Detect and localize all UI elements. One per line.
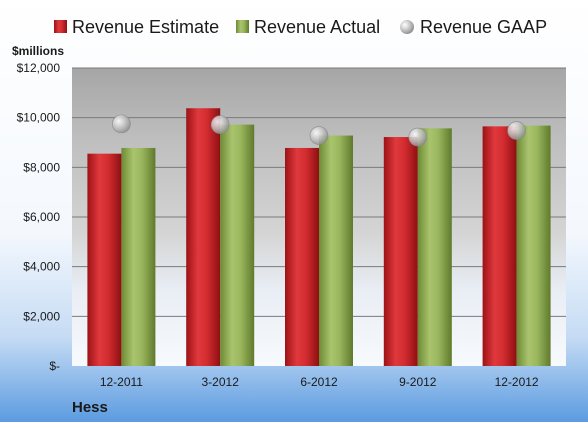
- bar-revenue-estimate: [87, 153, 122, 366]
- legend-swatch-actual: [236, 20, 249, 33]
- legend: Revenue Estimate Revenue Actual Revenue …: [54, 17, 547, 37]
- x-tick-label: 12-2011: [100, 375, 143, 389]
- y-axis-unit-label: $millions: [12, 44, 64, 58]
- x-axis-ticks: 12-2011 3-2012 6-2012 9-2012 12-2012: [100, 375, 539, 389]
- legend-marker-gaap: [400, 20, 414, 34]
- y-tick-label: $6,000: [23, 210, 60, 224]
- x-tick-label: 3-2012: [202, 375, 240, 389]
- legend-label-actual: Revenue Actual: [254, 17, 380, 37]
- bars: [87, 108, 551, 367]
- x-tick-label: 12-2012: [495, 375, 539, 389]
- y-tick-label: $2,000: [23, 309, 60, 323]
- legend-label-gaap: Revenue GAAP: [420, 17, 547, 37]
- x-tick-label: 9-2012: [399, 375, 437, 389]
- bar-revenue-estimate: [383, 137, 418, 366]
- company-label: Hess: [72, 399, 108, 416]
- bar-revenue-actual: [121, 147, 156, 366]
- y-tick-label: $12,000: [17, 61, 61, 75]
- bar-revenue-estimate: [482, 126, 517, 366]
- bar-revenue-actual: [319, 135, 353, 366]
- y-axis-ticks: $- $2,000 $4,000 $6,000 $8,000 $10,000 $12,000: [17, 61, 61, 373]
- point-revenue-gaap: [210, 115, 230, 134]
- bar-revenue-actual: [417, 128, 452, 366]
- legend-label-estimate: Revenue Estimate: [72, 17, 219, 37]
- gaap-points: [112, 114, 526, 147]
- point-revenue-gaap: [408, 127, 428, 147]
- y-tick-label: $4,000: [23, 260, 60, 274]
- legend-swatch-estimate: [54, 20, 67, 33]
- point-revenue-gaap: [112, 114, 131, 134]
- point-revenue-gaap: [507, 121, 526, 140]
- x-tick-label: 6-2012: [300, 375, 338, 389]
- bar-revenue-actual: [220, 124, 255, 367]
- bar-revenue-actual: [516, 125, 551, 366]
- y-tick-label: $8,000: [23, 160, 60, 174]
- y-tick-label: $-: [49, 359, 60, 373]
- bar-revenue-estimate: [186, 108, 221, 366]
- y-tick-label: $10,000: [17, 111, 61, 125]
- bar-revenue-estimate: [285, 147, 319, 366]
- point-revenue-gaap: [309, 126, 329, 145]
